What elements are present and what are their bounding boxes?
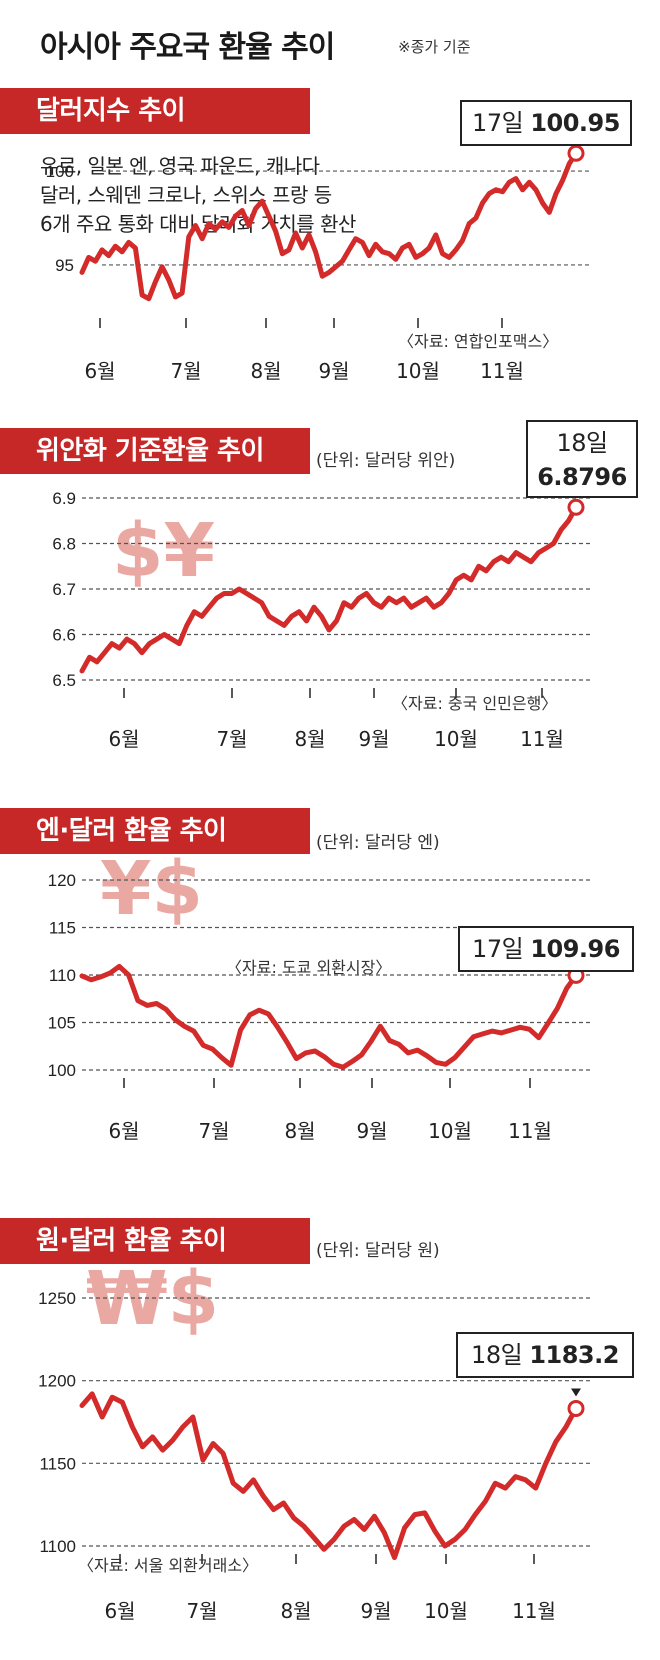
y-tick-label: 1100: [39, 1537, 76, 1556]
callout-day: 18일: [556, 429, 608, 457]
x-tick-label: 8월: [250, 359, 281, 383]
description-line: 달러, 스웨덴 크로나, 스위스 프랑 등: [40, 183, 332, 207]
x-tick-label: 9월: [356, 1119, 387, 1143]
callout-day: 17일: [472, 109, 524, 137]
x-tick-label: 6월: [84, 359, 115, 383]
x-tick-label: 10월: [396, 359, 440, 383]
y-tick-label: 6.8: [52, 535, 76, 554]
unit-label: (단위: 달러당 원): [316, 1241, 440, 1261]
callout-value: 100.95: [530, 109, 620, 137]
x-tick-label: 7월: [170, 359, 201, 383]
x-tick-label: 9월: [358, 727, 389, 751]
last-value-callout: 17일 100.95: [460, 100, 632, 146]
x-tick-label: 7월: [216, 727, 247, 751]
panel-banner: 달러지수 추이: [0, 88, 310, 134]
y-tick-label: 1150: [39, 1454, 76, 1473]
chart-dollar-index: 95 100 6월 7월 8월 9월 10월 11월: [46, 133, 590, 383]
callout-value: 109.96: [530, 935, 620, 963]
x-tick-label: 9월: [360, 1599, 391, 1623]
y-tick-label: 110: [49, 966, 76, 985]
series-line: [79, 963, 579, 1070]
last-point-marker: [567, 144, 585, 162]
callout-day: 17일: [472, 935, 524, 963]
x-tick-label: 8월: [284, 1119, 315, 1143]
source-note: 〈자료: 중국 인민은행〉: [392, 694, 558, 713]
x-tick-label: 8월: [294, 727, 325, 751]
panel-banner: 원·달러 환율 추이: [0, 1218, 310, 1264]
y-tick-label: 105: [48, 1014, 76, 1033]
x-tick-label: 11월: [508, 1119, 552, 1143]
x-tick-label: 11월: [512, 1599, 556, 1623]
x-tick-label: 6월: [108, 1119, 139, 1143]
last-point-marker: [567, 1399, 585, 1417]
x-tick-label: 11월: [520, 727, 564, 751]
callout-pointer-icon: [571, 1388, 581, 1397]
y-tick-label: 6.9: [52, 489, 76, 508]
y-tick-label: 100: [46, 162, 74, 181]
series-line: [79, 150, 579, 302]
x-tick-label: 11월: [480, 359, 524, 383]
y-tick-label: 95: [55, 256, 74, 275]
x-tick-label: 8월: [280, 1599, 311, 1623]
x-tick-label: 10월: [434, 727, 478, 751]
page-note: ※종가 기준: [398, 38, 471, 56]
last-value-callout: 17일 109.96: [458, 926, 634, 972]
currency-watermark: ₩$: [86, 1256, 219, 1342]
y-tick-label: 120: [48, 871, 76, 890]
chart-won: ₩$ 1100 1150 1200 1250 6월 7월 8월 9월 10월 11월: [38, 1256, 590, 1623]
x-tick-label: 10월: [428, 1119, 472, 1143]
currency-watermark: $¥: [112, 508, 215, 594]
chart-yuan: $¥ 6.5 6.6 6.7 6.8 6.9 6월 7월 8월 9월 10월 11월: [52, 487, 590, 751]
unit-label: (단위: 달러당 엔): [316, 833, 440, 853]
last-value-callout: 18일 6.8796: [526, 420, 638, 498]
y-tick-label: 6.5: [52, 671, 76, 690]
x-tick-label: 7월: [198, 1119, 229, 1143]
chart-yen: ¥$ 100 105 110 115 120 6월 7월 8월 9월 10월 11월: [48, 846, 590, 1143]
series-line: [79, 504, 579, 674]
x-tick-label: 6월: [104, 1599, 135, 1623]
y-tick-label: 100: [48, 1061, 76, 1080]
panel-yuan: 위안화 기준환율 추이 (단위: 달러당 위안) $¥ 6.5 6.6 6.7 6.8 6…: [0, 420, 660, 768]
x-tick-label: 9월: [318, 359, 349, 383]
description-line: 유로, 일본 엔, 영국 파운드, 캐나다: [40, 154, 320, 178]
y-tick-label: 6.6: [52, 626, 76, 645]
page-title: 아시아 주요국 환율 추이: [40, 30, 335, 65]
panel-won: 원·달러 환율 추이 (단위: 달러당 원) ₩$ 1100 1150 1200 125…: [0, 1218, 660, 1648]
currency-watermark: ¥$: [100, 846, 203, 932]
callout-value: 6.8796: [537, 463, 627, 491]
y-tick-label: 1250: [38, 1289, 76, 1308]
series-line: [79, 1391, 579, 1561]
last-value-callout: 18일 1183.2: [456, 1332, 634, 1378]
panel-banner: 위안화 기준환율 추이: [0, 428, 310, 474]
panel-dollar-index: 달러지수 추이 유로, 일본 엔, 영국 파운드, 캐나다 달러, 스웨덴 크로…: [0, 88, 660, 408]
callout-day: 18일: [471, 1341, 523, 1369]
callout-value: 1183.2: [529, 1341, 619, 1369]
unit-label: (단위: 달러당 위안): [316, 451, 456, 471]
y-tick-label: 115: [49, 919, 76, 938]
source-note: 〈자료: 서울 외환거래소〉: [78, 1556, 259, 1575]
y-tick-label: 6.7: [52, 580, 76, 599]
x-tick-label: 6월: [108, 727, 139, 751]
source-note: 〈자료: 도쿄 외환시장〉: [226, 958, 392, 977]
panel-banner: 엔·달러 환율 추이: [0, 808, 310, 854]
last-point-marker: [567, 498, 585, 516]
source-note: 〈자료: 연합인포맥스〉: [398, 332, 559, 351]
panel-yen: 엔·달러 환율 추이 (단위: 달러당 엔) ¥$ 100 105 110 115 120…: [0, 808, 660, 1188]
y-tick-label: 1200: [38, 1372, 76, 1391]
x-tick-label: 7월: [186, 1599, 217, 1623]
x-tick-label: 10월: [424, 1599, 468, 1623]
